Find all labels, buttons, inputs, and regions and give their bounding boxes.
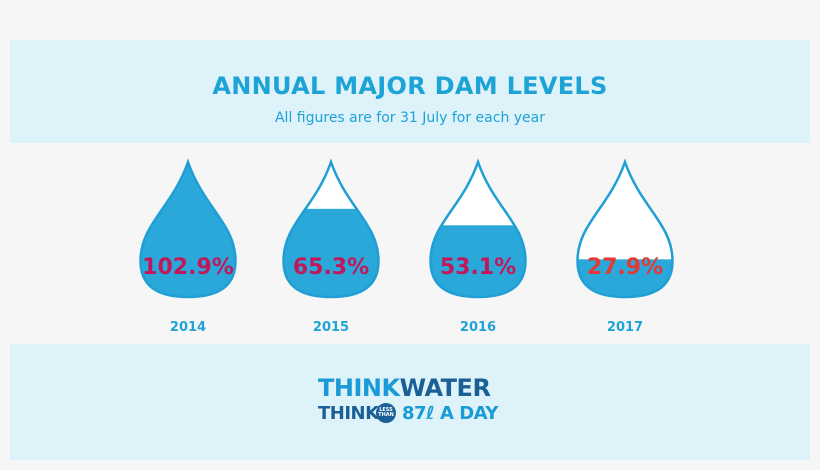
value-label-2014: 102.9% bbox=[142, 255, 234, 280]
think-water-logo: THINKWATER THINK LESS THAN 87ℓ A DAY bbox=[318, 374, 508, 430]
logo-think: THINK bbox=[318, 374, 400, 402]
logo-line-2: THINK bbox=[318, 403, 379, 424]
year-label-2017: 2017 bbox=[607, 320, 643, 335]
value-label-2017: 27.9% bbox=[587, 255, 663, 280]
drop-2017: 27.9% 2017 bbox=[576, 158, 674, 335]
water-fill-2015 bbox=[283, 208, 379, 297]
logo-than: THAN bbox=[378, 412, 394, 418]
logo-think-2: THINK bbox=[318, 403, 379, 424]
year-label-2014: 2014 bbox=[170, 320, 206, 335]
year-label-2015: 2015 bbox=[313, 320, 349, 335]
value-label-2016: 53.1% bbox=[440, 255, 516, 280]
drop-outline bbox=[139, 158, 237, 299]
year-label-2016: 2016 bbox=[460, 320, 496, 335]
logo-water: WATER bbox=[399, 374, 491, 402]
water-fill-2016 bbox=[430, 225, 526, 297]
page-subtitle: All figures are for 31 July for each yea… bbox=[274, 110, 546, 126]
value-label-2015: 65.3% bbox=[293, 255, 369, 280]
logo-litre: ℓ bbox=[426, 403, 435, 424]
logo-less-than-badge: LESS THAN bbox=[376, 403, 396, 423]
drop-outline bbox=[282, 158, 380, 299]
drop-2014: 102.9% 2014 bbox=[139, 158, 237, 335]
logo-line-1: THINKWATER bbox=[318, 374, 491, 402]
logo-87: 87 bbox=[402, 403, 427, 424]
logo-less: LESS bbox=[379, 407, 393, 413]
drop-2016: 53.1% 2016 bbox=[429, 158, 527, 335]
footer-band bbox=[10, 344, 810, 460]
drop-outline bbox=[576, 158, 674, 299]
drop-2015: 65.3% 2015 bbox=[282, 158, 380, 335]
header-band bbox=[10, 40, 810, 143]
page-title: ANNUAL MAJOR DAM LEVELS bbox=[212, 72, 608, 100]
drop-outline bbox=[429, 158, 527, 299]
dam-levels-chart: 102.9% 2014 65.3% 2015 53.1% 2016 27.9% 2017 bbox=[139, 158, 674, 335]
logo-number: 87ℓ bbox=[402, 403, 435, 424]
logo-a-day: A DAY bbox=[440, 403, 498, 424]
